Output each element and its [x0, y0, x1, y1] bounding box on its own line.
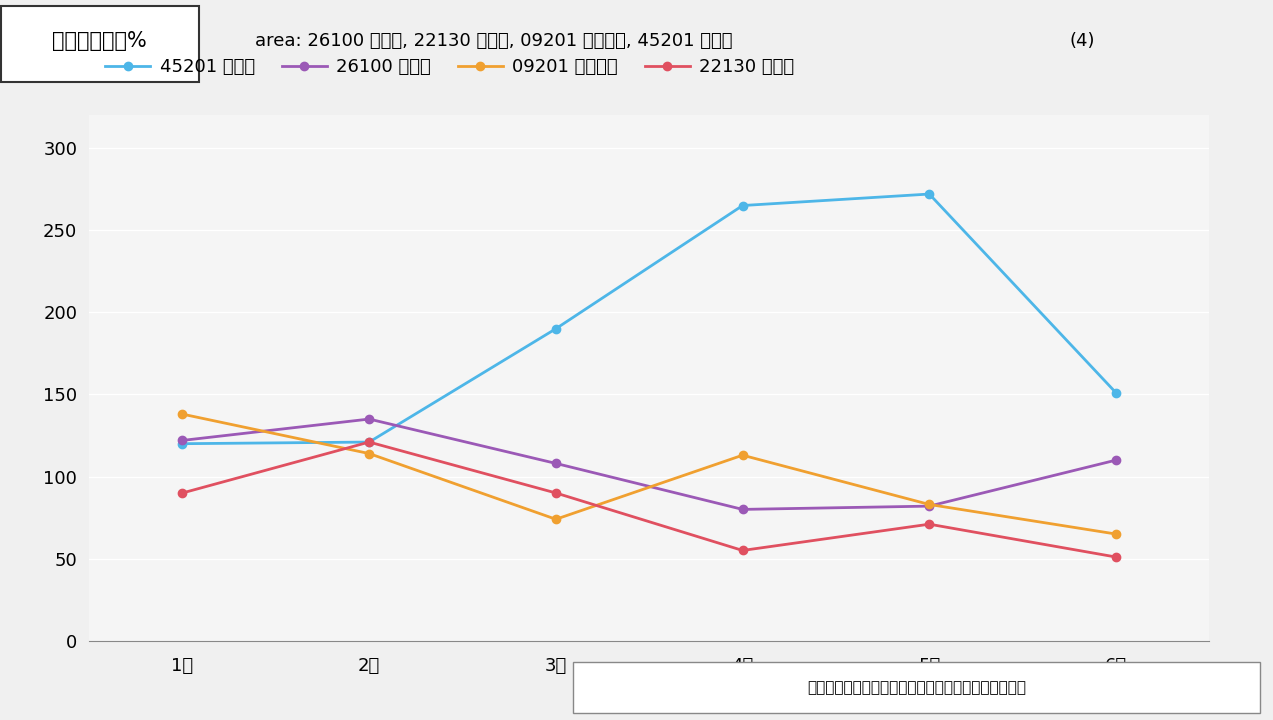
26100 京都市 [174, 436, 190, 445]
26100 京都市 [549, 459, 564, 468]
FancyBboxPatch shape [1, 6, 199, 82]
45201 宮崎市 [922, 190, 937, 199]
Line: 45201 宮崎市: 45201 宮崎市 [178, 190, 1120, 448]
22130 浜松市 [362, 438, 377, 446]
22130 浜松市 [549, 489, 564, 498]
09201 宇都宮市 [1109, 530, 1124, 539]
Text: area: 26100 京都市, 22130 浜松市, 09201 宇都宮市, 45201 宮崎市: area: 26100 京都市, 22130 浜松市, 09201 宇都宮市, … [255, 32, 732, 50]
Line: 26100 京都市: 26100 京都市 [178, 415, 1120, 513]
45201 宮崎市 [1109, 389, 1124, 397]
X-axis label: month: month [620, 680, 679, 698]
45201 宮崎市 [549, 325, 564, 333]
45201 宮崎市 [362, 438, 377, 446]
22130 浜松市 [1109, 553, 1124, 562]
09201 宇都宮市 [922, 500, 937, 509]
22130 浜松市 [735, 546, 750, 555]
45201 宮崎市 [174, 439, 190, 448]
09201 宇都宮市 [735, 451, 750, 459]
FancyBboxPatch shape [573, 662, 1260, 713]
26100 京都市 [1109, 456, 1124, 464]
09201 宇都宮市 [362, 449, 377, 458]
45201 宮崎市 [735, 201, 750, 210]
Line: 09201 宇都宮市: 09201 宇都宮市 [178, 410, 1120, 539]
22130 浜松市 [922, 520, 937, 528]
26100 京都市 [362, 415, 377, 423]
26100 京都市 [922, 502, 937, 510]
26100 京都市 [735, 505, 750, 514]
Line: 22130 浜松市: 22130 浜松市 [178, 438, 1120, 561]
09201 宇都宮市 [549, 515, 564, 523]
09201 宇都宮市 [174, 410, 190, 418]
Text: (4): (4) [1069, 32, 1095, 50]
Text: 総務省「家計調査」　：　二人以上世帯の品目別支出: 総務省「家計調査」 ： 二人以上世帯の品目別支出 [807, 680, 1026, 695]
Legend: 45201 宮崎市, 26100 京都市, 09201 宇都宮市, 22130 浜松市: 45201 宮崎市, 26100 京都市, 09201 宇都宮市, 22130 … [98, 50, 801, 83]
Text: 前年同月比・%: 前年同月比・% [52, 32, 146, 51]
22130 浜松市 [174, 489, 190, 498]
